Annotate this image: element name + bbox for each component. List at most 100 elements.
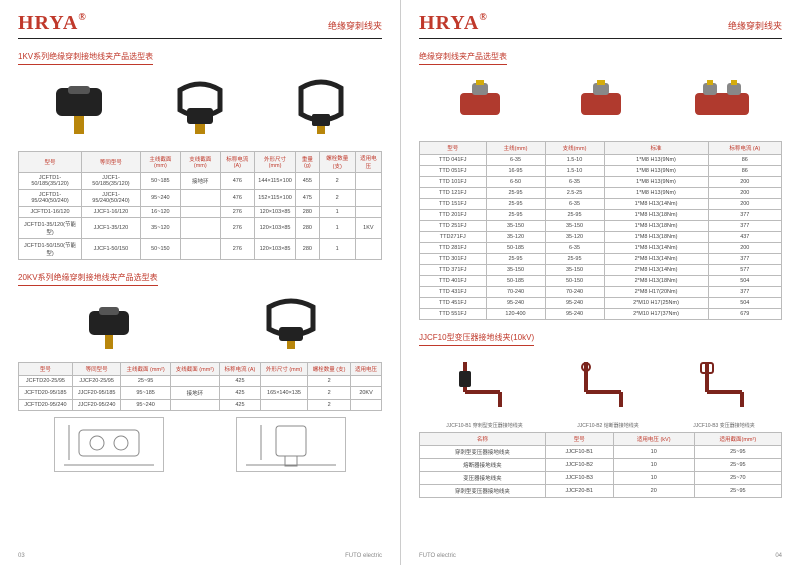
cell: JJCF10-B1 [545, 446, 613, 459]
col-header: 螺栓数量 (支) [308, 363, 351, 376]
page-right: HRYA® 绝缘穿刺线夹 绝缘穿刺线夹产品选型表 型号主线(mm)支线(mm)标… [400, 0, 800, 565]
cell: 10 [613, 459, 694, 472]
col-header: 等同型号 [72, 363, 121, 376]
table-jjcf: 名称型号适用电压 (kV)适用截面(mm²) 穿刺型变压器接地线夹JJCF10-… [419, 432, 782, 498]
cell: 1*M8 H13(9Nm) [604, 188, 708, 199]
cell: JJCF1-95/240(50/240) [82, 190, 141, 207]
cell: JCFTD20-25/95 [19, 376, 73, 387]
cell: 377 [708, 221, 781, 232]
header-row: HRYA® 绝缘穿刺线夹 [18, 12, 382, 39]
cell: 35-150 [545, 265, 604, 276]
table-row: TTD271FJ35-12035-1201*M8 H13(18Nm)437 [420, 232, 782, 243]
table-row: TTD 451FJ95-24095-2402*M10 H17(25Nm)504 [420, 298, 782, 309]
jjcf-image-1 [435, 354, 525, 414]
table-row: TTD 051FJ16-951.5-101*M8 H13(9Nm)86 [420, 166, 782, 177]
col-header: 适用截面(mm²) [694, 433, 781, 446]
product-image-4 [64, 294, 154, 354]
jjcf-image-2 [556, 354, 646, 414]
cell: 1 [319, 218, 355, 239]
cell: 35-120 [486, 232, 545, 243]
table-row: JCFTD20-95/240JJCF20-95/24095~2404252 [19, 400, 382, 411]
cell: TTD 401FJ [420, 276, 487, 287]
col-header: 标称电流 (A) [219, 363, 260, 376]
cell: 1 [319, 239, 355, 260]
cell: 679 [708, 309, 781, 320]
sub-label: JJCF10-B1 穿刺型变压器接地线夹 [446, 422, 522, 429]
cell: 25-95 [545, 254, 604, 265]
cell: 1*M8 H13(18Nm) [604, 221, 708, 232]
cell: 120×103×85 [254, 239, 295, 260]
table-row: 熔断器接地线夹JJCF10-B21025~95 [420, 459, 782, 472]
cell: 25-95 [486, 254, 545, 265]
cell: 425 [219, 400, 260, 411]
cell: 276 [220, 239, 254, 260]
col-header: 螺栓数量 (支) [319, 152, 355, 173]
cell: 25~95 [694, 459, 781, 472]
cell: TTD 371FJ [420, 265, 487, 276]
cell: JCFTD1-50/185(35/120) [19, 173, 82, 190]
cell: 120×103×85 [254, 207, 295, 218]
table-1kv-head: 型号等同型号主线截面 (mm)支线截面 (mm)标称电流 (A)外形尺寸 (mm… [19, 152, 382, 173]
ttd-image-1 [435, 73, 525, 133]
cell: 70-240 [545, 287, 604, 298]
cell: 6-35 [545, 243, 604, 254]
cell [180, 207, 220, 218]
brand-logo: HRYA® [18, 12, 87, 35]
col-header: 型号 [420, 142, 487, 155]
cell: 50~185 [140, 173, 180, 190]
table-row: TTD 201FJ25-9525-951*M8 H13(18Nm)377 [420, 210, 782, 221]
cell: 10 [613, 472, 694, 485]
cell: 577 [708, 265, 781, 276]
cell: TTD271FJ [420, 232, 487, 243]
cell: 120×103×85 [254, 218, 295, 239]
cell: 2 [319, 173, 355, 190]
cell: 276 [220, 218, 254, 239]
col-header: 等同型号 [82, 152, 141, 173]
cell: 476 [220, 173, 254, 190]
sub-label: JJCF10-B3 变压器接地线夹 [693, 422, 754, 429]
cell: 50-185 [486, 243, 545, 254]
footer-brand-right: FUTO electric [419, 553, 456, 559]
table-row: TTD 151FJ25-956-351*M8 H13(14Nm)200 [420, 199, 782, 210]
table-row: TTD 041FJ6-351.5-101*M8 H13(9Nm)86 [420, 155, 782, 166]
chapter-title-r: 绝缘穿刺线夹 [728, 19, 782, 32]
cell: 200 [708, 243, 781, 254]
col-header: 重量 (g) [296, 152, 320, 173]
col-header: 外形尺寸 (mm) [260, 363, 307, 376]
cell: 1KV [355, 218, 381, 239]
cell: 25~70 [694, 472, 781, 485]
cell: 25~95 [694, 446, 781, 459]
cell: 70-240 [486, 287, 545, 298]
cell: 165×140×135 [260, 387, 307, 400]
table-20kv-head: 型号等同型号主线截面 (mm²)支线截面 (mm²)标称电流 (A)外形尺寸 (… [19, 363, 382, 376]
col-header: 名称 [420, 433, 546, 446]
ttd-image-3 [677, 73, 767, 133]
brand-mark-r: ® [479, 12, 487, 23]
col-header: 支线截面 (mm²) [170, 363, 219, 376]
table-row: 变压器接地线夹JJCF10-B31025~70 [420, 472, 782, 485]
page-number-left: 03 [18, 553, 25, 559]
cell: 2*M8 H13(14Nm) [604, 254, 708, 265]
cell: 25-95 [486, 188, 545, 199]
jjcf-images [419, 354, 782, 414]
table-row: JCFTD1-95/240(50/240)JJCF1-95/240(50/240… [19, 190, 382, 207]
cell: 280 [296, 207, 320, 218]
table-20kv: 型号等同型号主线截面 (mm²)支线截面 (mm²)标称电流 (A)外形尺寸 (… [18, 362, 382, 411]
section-ttd-title: 绝缘穿刺线夹产品选型表 [419, 51, 507, 65]
cell: 280 [296, 218, 320, 239]
cell: 50-185 [486, 276, 545, 287]
cell: 2*M8 H13(14Nm) [604, 265, 708, 276]
col-header: 主线(mm) [486, 142, 545, 155]
cell: TTD 451FJ [420, 298, 487, 309]
cell: 接地环 [180, 173, 220, 190]
cell: 50~150 [140, 239, 180, 260]
col-header: 主线截面 (mm) [140, 152, 180, 173]
table-row: TTD 281FJ50-1856-351*M8 H13(14Nm)200 [420, 243, 782, 254]
cell: 2 [308, 376, 351, 387]
cell: 2.5-25 [545, 188, 604, 199]
section-1kv-title: 1KV系列绝缘穿刺接地线夹产品选型表 [18, 51, 153, 65]
table-row: TTD 371FJ35-15035-1502*M8 H13(14Nm)577 [420, 265, 782, 276]
cell: 35-120 [545, 232, 604, 243]
cell: 152×115×100 [254, 190, 295, 207]
sub-label: JJCF10-B2 熔断器接地线夹 [577, 422, 638, 429]
